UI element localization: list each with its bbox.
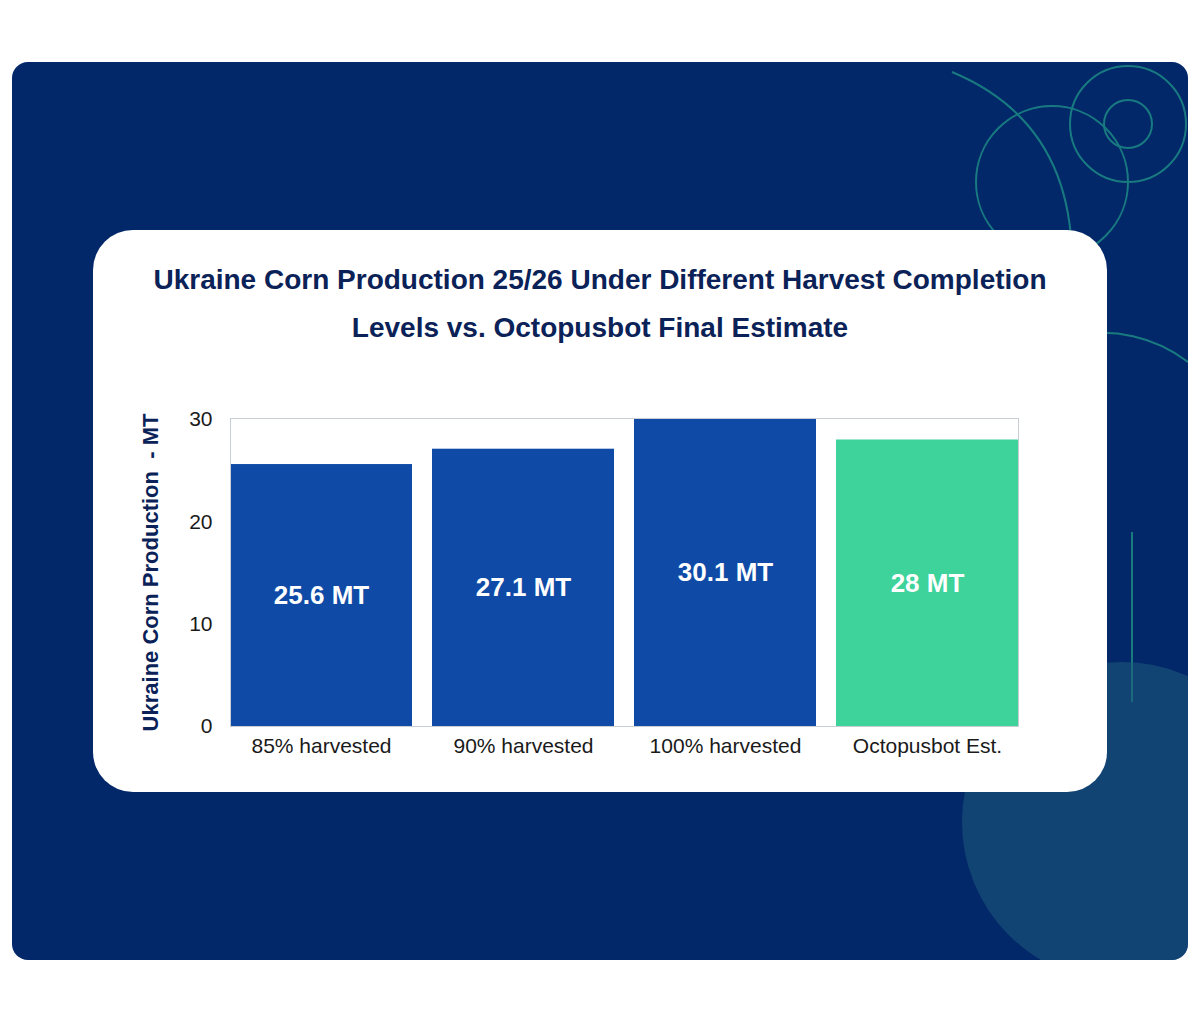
svg-text:Octopusbot Est.: Octopusbot Est. — [853, 734, 1002, 757]
svg-text:27.1 MT: 27.1 MT — [476, 572, 571, 602]
html-text:Ukraine Corn Production 25/26: Ukraine Corn Production 25/26 Under Diff… — [153, 264, 1047, 343]
svg-text:30: 30 — [189, 407, 212, 430]
svg-text:0: 0 — [201, 714, 213, 737]
svg-text:90% harvested: 90% harvested — [453, 734, 593, 757]
svg-text:100% harvested: 100% harvested — [650, 734, 802, 757]
svg-text:85% harvested: 85% harvested — [251, 734, 391, 757]
svg-text:20: 20 — [189, 510, 212, 533]
svg-text:25.6 MT: 25.6 MT — [274, 580, 369, 610]
svg-text:10: 10 — [189, 612, 212, 635]
svg-text:Ukraine Corn Production - MT: Ukraine Corn Production - MT — [138, 413, 163, 731]
svg-text:28 MT: 28 MT — [891, 568, 965, 598]
svg-text:30.1 MT: 30.1 MT — [678, 557, 773, 587]
